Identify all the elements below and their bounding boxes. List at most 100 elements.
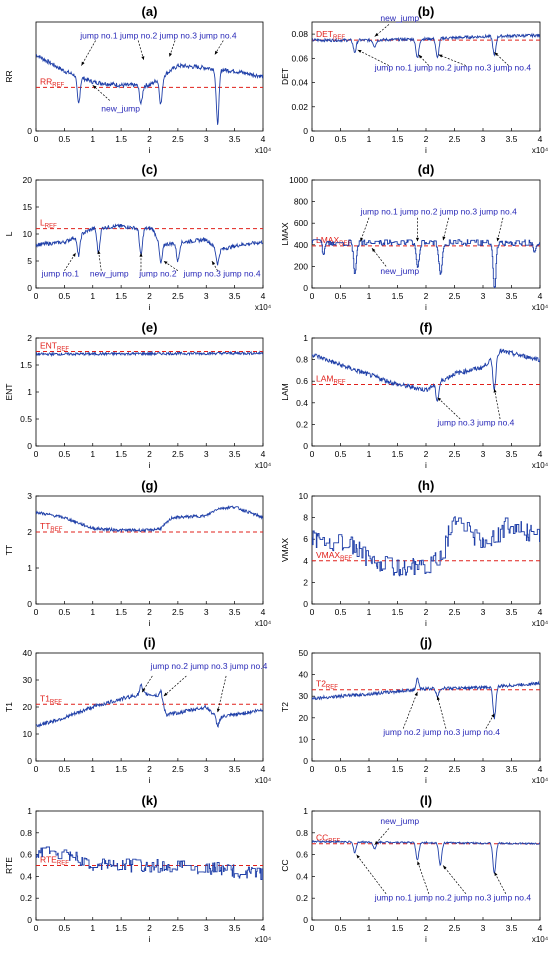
panel-1: (b) 0 0.5 1 1.5 2 2.5 3 3.5 4 i x10⁴ 0 0.02 0.04 0.06 0.… bbox=[280, 4, 549, 155]
y-axis-label: RR bbox=[4, 70, 14, 82]
y-tick-label: 2 bbox=[303, 577, 308, 587]
annotation-arrow bbox=[402, 691, 418, 729]
reference-label: LREF bbox=[40, 218, 57, 230]
annotation-arrowhead bbox=[97, 250, 101, 255]
x-tick-label: 1.5 bbox=[115, 607, 127, 617]
annotation-arrowhead bbox=[72, 252, 76, 257]
x-tick-label: 3 bbox=[204, 764, 209, 774]
y-tick-label: 0.8 bbox=[296, 355, 308, 365]
annotation-arrowhead bbox=[374, 840, 379, 845]
x-tick-label: 1 bbox=[367, 449, 372, 459]
annotation-text: jump no.2 jump no.3 jump no.4 bbox=[150, 661, 268, 671]
x-tick-label: 3 bbox=[481, 449, 486, 459]
x-tick-label: 2.5 bbox=[449, 291, 461, 301]
annotation-text: new_jump bbox=[101, 103, 140, 113]
y-tick-label: 0.4 bbox=[296, 398, 308, 408]
panel-3: (d) 0 0.5 1 1.5 2 2.5 3 3.5 4 i x10⁴ 0 200 400 600 800 10… bbox=[280, 162, 549, 312]
annotation-arrowhead bbox=[436, 696, 440, 701]
series-line bbox=[36, 223, 263, 266]
x-tick-label: 2.5 bbox=[449, 607, 461, 617]
panel-5: (f) 0 0.5 1 1.5 2 2.5 3 3.5 4 i x10⁴ 0 0.2 0.4 0.6 0.8 1 L… bbox=[280, 320, 549, 470]
y-tick-label: 6 bbox=[303, 534, 308, 544]
x-tick-label: 3.5 bbox=[229, 291, 241, 301]
annotation-arrowhead bbox=[163, 692, 168, 697]
reference-label: TTREF bbox=[40, 521, 63, 533]
y-tick-label: 0 bbox=[303, 756, 308, 766]
y-tick-label: 0.6 bbox=[20, 850, 32, 860]
x-axis-label: i bbox=[149, 618, 151, 628]
annotation-arrowhead bbox=[211, 261, 216, 265]
x-tick-label: 4 bbox=[261, 134, 266, 144]
y-tick-label: 600 bbox=[294, 218, 308, 228]
reference-label: T1REF bbox=[40, 693, 62, 705]
x-tick-label: 3.5 bbox=[229, 923, 241, 933]
annotation-arrow bbox=[494, 871, 507, 895]
x-tick-label: 3 bbox=[481, 923, 486, 933]
x-tick-label: 0.5 bbox=[58, 923, 70, 933]
x-tick-label: 4 bbox=[261, 764, 266, 774]
panel-letter: (d) bbox=[418, 162, 435, 177]
panel-letter: (e) bbox=[142, 320, 158, 335]
x-tick-label: 4 bbox=[538, 923, 543, 933]
x-tick-label: 2.5 bbox=[172, 291, 184, 301]
x-tick-label: 0.5 bbox=[58, 134, 70, 144]
annotation-arrowhead bbox=[494, 52, 499, 56]
y-tick-label: 40 bbox=[299, 670, 309, 680]
y-tick-label: 8 bbox=[303, 513, 308, 523]
x-tick-label: 2.5 bbox=[172, 923, 184, 933]
annotation-text: jump no.3 jump no.4 bbox=[183, 269, 261, 279]
y-tick-label: 0 bbox=[27, 599, 32, 609]
annotation-text: jump no.1 jump no.2 jump no.3 jump no.4 bbox=[374, 62, 532, 72]
y-axis-label: CC bbox=[280, 859, 290, 871]
panel-8: (i) 0 0.5 1 1.5 2 2.5 3 3.5 4 i x10⁴ 0 10 20 30 40 T1 T1RE… bbox=[4, 635, 272, 785]
x-tick-label: 0 bbox=[34, 764, 39, 774]
annotation-arrow bbox=[92, 84, 111, 101]
x-tick-label: 2 bbox=[147, 291, 152, 301]
panel-10: (k) 0 0.5 1 1.5 2 2.5 3 3.5 4 i x10⁴ 0 0.2 0.4 0.6 0.8 1 R… bbox=[4, 793, 272, 944]
y-tick-label: 0 bbox=[27, 756, 32, 766]
x-scale-label: x10⁴ bbox=[255, 461, 272, 470]
y-tick-label: 0.2 bbox=[296, 419, 308, 429]
y-tick-label: 15 bbox=[23, 202, 33, 212]
x-scale-label: x10⁴ bbox=[255, 935, 272, 944]
series-line bbox=[312, 348, 540, 403]
x-tick-label: 0 bbox=[34, 449, 39, 459]
y-axis-label: ENT bbox=[4, 384, 14, 401]
x-tick-label: 0.5 bbox=[335, 607, 347, 617]
y-tick-label: 0.6 bbox=[296, 376, 308, 386]
y-tick-label: 40 bbox=[23, 648, 33, 658]
panel-4: (e) 0 0.5 1 1.5 2 2.5 3 3.5 4 i x10⁴ 0 0.5 1 1.5 2 ENT ENT… bbox=[4, 320, 272, 470]
y-tick-label: 0 bbox=[303, 126, 308, 136]
series-line bbox=[312, 839, 540, 874]
series-line bbox=[36, 350, 263, 358]
annotation-arrow bbox=[438, 54, 467, 66]
x-tick-label: 2.5 bbox=[449, 764, 461, 774]
x-tick-label: 1 bbox=[367, 134, 372, 144]
reference-label: CCREF bbox=[316, 833, 341, 845]
y-tick-label: 0.8 bbox=[20, 828, 32, 838]
annotation-arrow bbox=[211, 260, 218, 271]
annotation-arrowhead bbox=[443, 865, 447, 870]
series-line bbox=[312, 32, 540, 59]
y-axis-label: LMAX bbox=[280, 222, 290, 245]
x-tick-label: 0.5 bbox=[335, 923, 347, 933]
x-tick-label: 0.5 bbox=[335, 134, 347, 144]
y-tick-label: 0.6 bbox=[296, 850, 308, 860]
y-tick-label: 50 bbox=[299, 648, 309, 658]
x-tick-label: 1.5 bbox=[115, 134, 127, 144]
x-tick-label: 2 bbox=[147, 134, 152, 144]
panel-letter: (j) bbox=[420, 635, 432, 650]
y-tick-label: 4 bbox=[303, 556, 308, 566]
x-tick-label: 0 bbox=[310, 134, 315, 144]
x-axis-label: i bbox=[425, 775, 427, 785]
x-tick-label: 1.5 bbox=[392, 291, 404, 301]
x-tick-label: 2 bbox=[147, 607, 152, 617]
y-tick-label: 5 bbox=[27, 256, 32, 266]
axes-frame bbox=[311, 810, 541, 921]
x-tick-label: 4 bbox=[261, 291, 266, 301]
x-tick-label: 3.5 bbox=[506, 134, 518, 144]
x-tick-label: 3.5 bbox=[506, 764, 518, 774]
x-tick-label: 3 bbox=[204, 291, 209, 301]
y-axis-label: T2 bbox=[280, 702, 290, 712]
annotation-text: jump no.1 jump no.2 jump no.3 jump no.4 bbox=[374, 892, 532, 902]
